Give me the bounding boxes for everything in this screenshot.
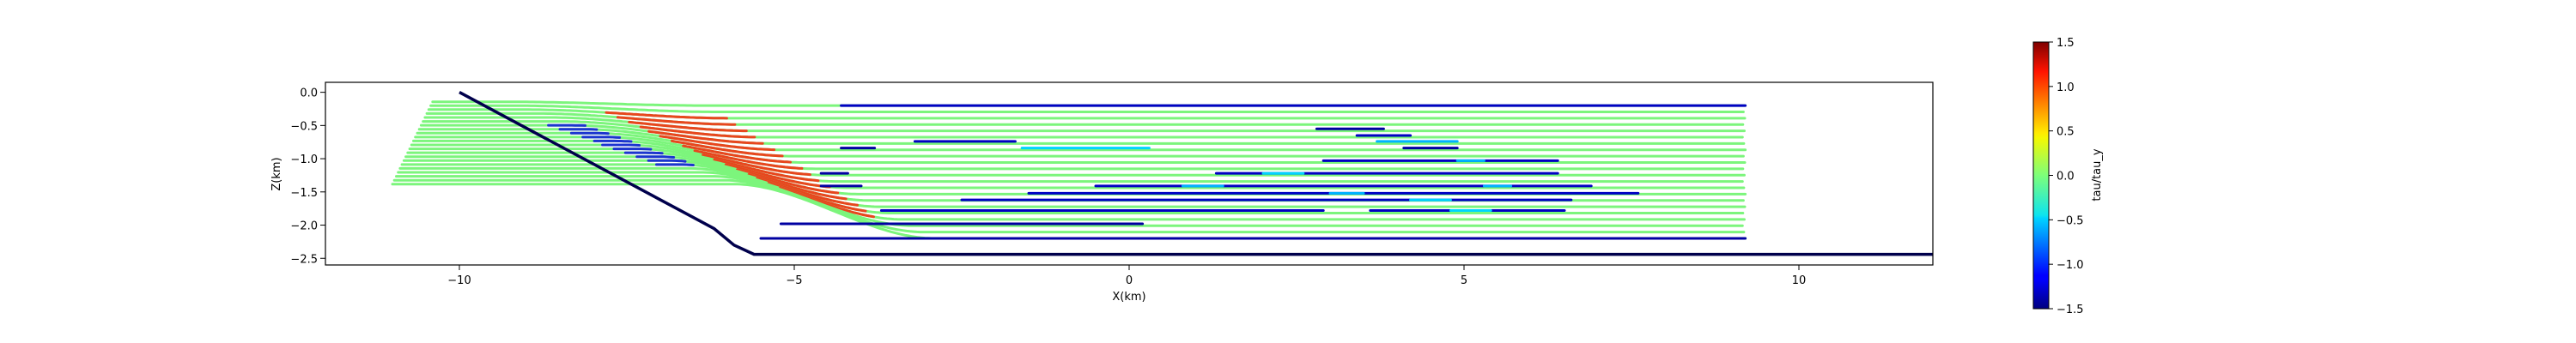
layer-line [429, 104, 1745, 113]
layer-low-stress [635, 155, 676, 159]
layer-high-stress [756, 177, 859, 207]
x-axis-ticks: −10 −5 0 5 10 [447, 265, 1806, 287]
layer-low-stress [612, 147, 653, 151]
colorbar-gradient [2032, 41, 2050, 310]
layer-high-stress [639, 125, 756, 139]
layer-line [395, 175, 1744, 227]
colorbar-label: tau/tau_y [2091, 148, 2104, 201]
layer-line [416, 131, 1745, 158]
colorbar-tick-label: 1.5 [2057, 37, 2075, 50]
colorbar-tick-label: −0.5 [2057, 214, 2084, 227]
layer-high-stress [659, 135, 776, 152]
colorbar-tick-label: 1.0 [2057, 81, 2075, 94]
x-tick-label: 10 [1792, 274, 1807, 287]
layer-line [392, 178, 1746, 234]
y-tick-label: −2.5 [290, 253, 318, 266]
x-tick-label: −5 [786, 274, 802, 287]
layer-high-stress [605, 111, 728, 120]
layer-line [412, 139, 1745, 171]
layer-line [417, 128, 1747, 152]
boundary-line [459, 91, 1933, 256]
layer-high-stress [747, 173, 848, 201]
layer-high-stress [616, 116, 737, 126]
layer-high-stress [713, 158, 820, 183]
layer-high-stress [647, 129, 764, 145]
colorbar-tick-label: −1.5 [2057, 304, 2084, 316]
colorbar-tick-label: 0.0 [2057, 171, 2075, 184]
x-tick-label: −10 [447, 274, 471, 287]
layer-line [414, 135, 1747, 164]
y-tick-label: −1.0 [290, 153, 318, 166]
y-tick-label: −2.0 [290, 220, 318, 233]
y-axis-ticks: 0.0 −0.5 −1.0 −1.5 −2.0 −2.5 [290, 87, 325, 266]
layer-high-stress [628, 120, 748, 133]
layer-high-stress [702, 153, 811, 177]
layer-low-stress [601, 143, 641, 147]
colorbar-ticks: 1.5 1.0 0.5 0.0 −0.5 −1.0 −1.5 [2049, 37, 2084, 316]
layer-high-stress [693, 149, 804, 170]
layer-high-stress [682, 144, 792, 164]
layer-line [397, 171, 1746, 221]
plot-area [325, 81, 1934, 266]
stress-segments [759, 104, 1747, 240]
layer-high-stress [670, 139, 784, 158]
layer-high-stress [724, 163, 831, 189]
layer-line [419, 123, 1746, 145]
layer-low-stress [581, 135, 622, 139]
x-tick-label: 0 [1126, 274, 1133, 287]
boundary [459, 91, 1933, 256]
y-tick-label: −0.5 [290, 120, 318, 133]
layer-line [398, 166, 1745, 214]
y-axis-label: Z(km) [270, 157, 283, 190]
layer-high-stress [736, 168, 840, 195]
colorbar-tick-label: −1.0 [2057, 259, 2084, 272]
x-tick-label: 5 [1461, 274, 1467, 287]
x-axis-label: X(km) [1112, 291, 1145, 304]
layer-low-stress [647, 159, 687, 163]
layer-line [400, 163, 1747, 208]
colorbar: 1.5 1.0 0.5 0.0 −0.5 −1.0 −1.5 tau/tau_y [2032, 37, 2104, 316]
colorbar-tick-label: 0.5 [2057, 126, 2075, 139]
y-tick-label: 0.0 [300, 87, 318, 100]
y-tick-label: −1.5 [290, 187, 318, 200]
